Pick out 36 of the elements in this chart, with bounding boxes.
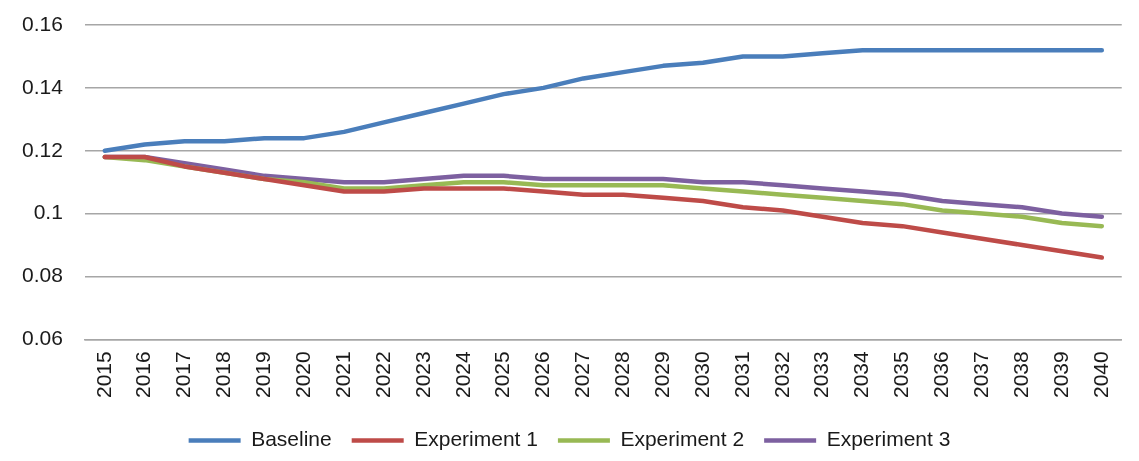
x-tick-label: 2036 [929,351,953,398]
x-tick-label: 2038 [1008,351,1032,398]
x-tick-label: 2024 [450,350,474,398]
x-tick-label: 2034 [849,350,873,398]
y-tick-label: 0.14 [22,74,64,98]
x-tick-label: 2037 [968,351,992,398]
x-tick-label: 2016 [131,351,155,398]
x-tick-label: 2017 [171,351,195,398]
x-tick-label: 2032 [769,351,793,398]
y-tick-label: 0.12 [22,137,63,161]
x-tick-label: 2027 [570,351,594,398]
y-tick-label: 0.16 [22,11,63,35]
x-tick-label: 2018 [211,351,235,398]
x-tick-label: 2029 [649,351,673,398]
x-tick-label: 2030 [689,351,713,398]
x-tick-label: 2019 [251,351,275,398]
x-tick-label: 2040 [1088,351,1112,398]
x-tick-label: 2022 [370,351,394,398]
x-tick-label: 2035 [889,351,913,398]
y-tick-label: 0.08 [22,263,63,287]
x-tick-label: 2023 [410,351,434,398]
x-tick-label: 2026 [530,351,554,398]
x-tick-label: 2020 [291,351,315,398]
x-tick-label: 2031 [729,351,753,398]
legend-label: Experiment 1 [414,427,538,451]
x-tick-label: 2039 [1048,351,1072,398]
legend-label: Experiment 2 [620,427,745,451]
x-tick-label: 2025 [490,351,514,398]
legend-label: Baseline [251,427,332,451]
y-tick-label: 0.06 [22,326,63,350]
x-tick-label: 2033 [809,351,833,398]
x-tick-label: 2021 [330,351,354,398]
y-tick-label: 0.1 [33,200,63,224]
x-tick-label: 2028 [610,351,634,398]
x-tick-label: 2015 [91,351,115,398]
legend-label: Experiment 3 [826,427,951,451]
